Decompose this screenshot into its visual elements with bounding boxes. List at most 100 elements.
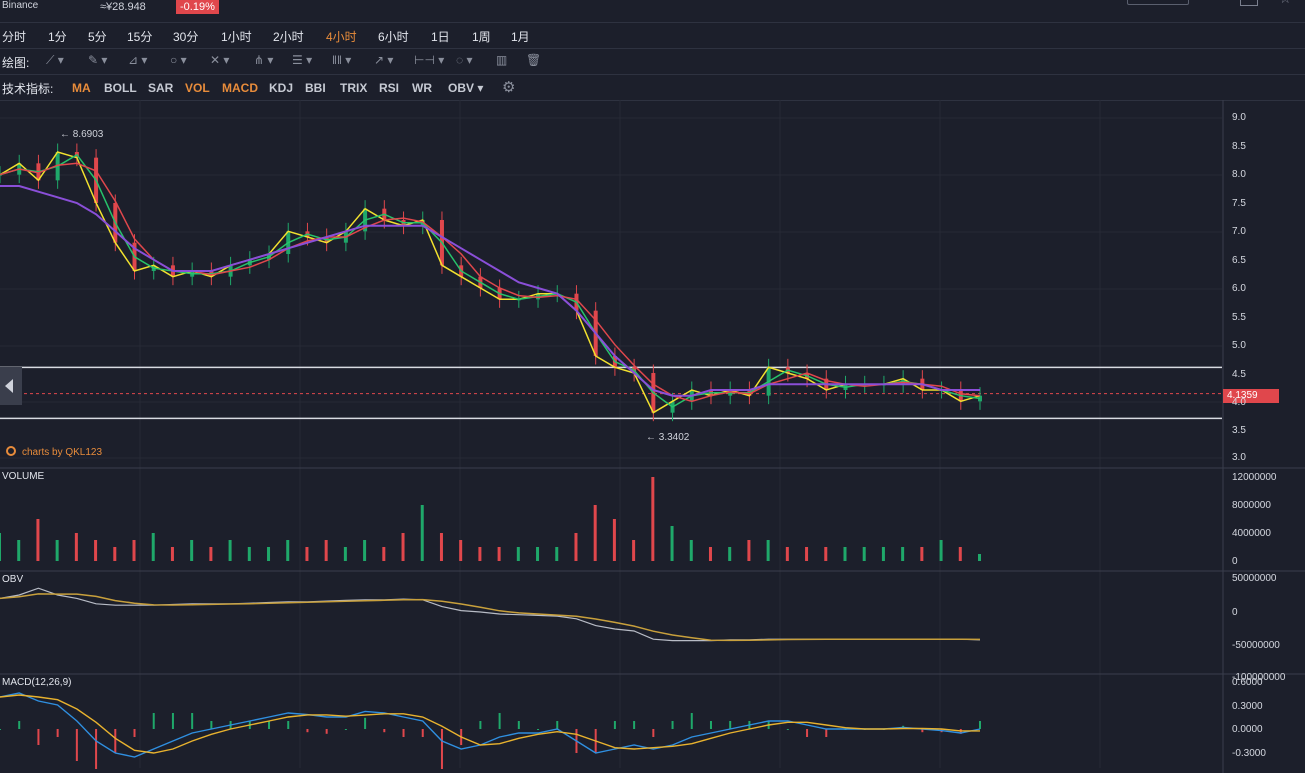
price-axis-label: 7.0 [1232, 226, 1246, 237]
pitchfork-tool-icon[interactable]: ⋔ ▾ [254, 53, 274, 67]
volume-bar [286, 540, 290, 561]
macd-axis-label: -0.3000 [1232, 748, 1266, 759]
obv-line [0, 587, 981, 642]
volume-bar [632, 540, 636, 561]
tab-timeframe-1[interactable]: 1分 [48, 30, 67, 44]
ma-slow-line [0, 162, 981, 403]
macd-histogram-bar [556, 721, 559, 729]
fib-tool-icon[interactable]: ☰ ▾ [292, 53, 313, 67]
tab-timeframe-2[interactable]: 5分 [88, 30, 107, 44]
macd-histogram-bar [690, 713, 693, 729]
tab-timeframe-5[interactable]: 1小时 [221, 30, 252, 44]
pen-tool-icon[interactable]: ✎ ▾ [88, 53, 108, 67]
fullscreen-icon[interactable] [1240, 0, 1258, 6]
volume-bar [17, 540, 21, 561]
tab-timeframe-4[interactable]: 30分 [173, 30, 199, 44]
volume-bar [939, 540, 943, 561]
indicator-trix[interactable]: TRIX [340, 81, 368, 95]
volume-bar [728, 547, 732, 561]
volume-bar [247, 547, 251, 561]
indicator-rsi[interactable]: RSI [379, 81, 400, 95]
volume-axis-label: 0 [1232, 556, 1238, 567]
tab-timeframe-3[interactable]: 15分 [127, 30, 153, 44]
macd-histogram-bar [0, 729, 1, 730]
macd-histogram-bar [479, 721, 482, 729]
volume-bar [190, 540, 194, 561]
star-icon[interactable]: ☆ [1279, 0, 1292, 7]
obv-axis-label: 50000000 [1232, 573, 1277, 584]
tab-timeframe-6[interactable]: 2小时 [273, 30, 304, 44]
tab-timeframe-9[interactable]: 1日 [431, 30, 450, 44]
tab-timeframe-7[interactable]: 4小时 [326, 30, 357, 44]
volume-bar [574, 533, 578, 561]
obv-ma-line [0, 593, 981, 642]
volume-bar [901, 547, 905, 561]
macd-histogram-bar [364, 717, 367, 729]
volume-title: VOLUME [2, 471, 45, 482]
tab-timeframe-8[interactable]: 6小时 [378, 30, 409, 44]
volume-bar [612, 519, 616, 561]
macd-histogram-bar [402, 729, 405, 737]
symbol-select[interactable] [1127, 0, 1189, 5]
circle-tool-icon[interactable]: ○ ▾ [170, 53, 187, 67]
volume-axis-label: 12000000 [1232, 472, 1277, 483]
indicator-boll[interactable]: BOLL [104, 81, 137, 95]
volume-bar [113, 547, 117, 561]
macd-histogram-bar [729, 721, 732, 729]
indicator-wr[interactable]: WR [412, 81, 432, 95]
indicator-obv[interactable]: OBV ▾ [448, 81, 484, 95]
volume-bar [209, 547, 213, 561]
change-badge: -0.19% [176, 0, 219, 14]
price-axis-label: 5.0 [1232, 340, 1246, 351]
ma-mid-line [0, 153, 981, 408]
high-annotation: ← 8.6903 [60, 129, 104, 140]
volume-bar [651, 477, 655, 561]
macd-histogram-bar [825, 729, 828, 737]
indicator-sar[interactable]: SAR [148, 81, 174, 95]
cross-tool-icon[interactable]: ✕ ▾ [210, 53, 230, 67]
macd-histogram-bar [287, 721, 290, 729]
volume-bar [363, 540, 367, 561]
price-axis-label: 8.5 [1232, 141, 1246, 152]
channel-tool-icon[interactable]: ‖‖ ▾ [332, 53, 352, 67]
volume-bar [151, 533, 155, 561]
collapse-left-icon[interactable] [0, 367, 22, 405]
volume-bar [862, 547, 866, 561]
ray-tool-icon[interactable]: ⊿ ▾ [128, 53, 148, 67]
volume-bar [132, 540, 136, 561]
macd-axis-label: 0.6000 [1232, 677, 1263, 688]
watermark-text: charts by QKL123 [22, 447, 103, 458]
text-tool-icon[interactable]: ◌ ▾ [456, 53, 473, 67]
volume-bar [843, 547, 847, 561]
indicator-kdj[interactable]: KDJ [269, 81, 294, 95]
indicator-ma[interactable]: MA [72, 81, 91, 95]
volume-bar [497, 547, 501, 561]
tab-timeframe-11[interactable]: 1月 [511, 30, 530, 44]
exchange-name: Binance [2, 0, 39, 11]
volume-bar [459, 540, 463, 561]
indicator-macd[interactable]: MACD [222, 81, 258, 95]
obv-axis-label: -100000000 [1232, 672, 1286, 683]
macd-histogram-bar [133, 729, 136, 737]
current-price-badge: 4.1359 [1223, 389, 1279, 403]
indicator-bbi[interactable]: BBI [305, 81, 326, 95]
macd-histogram-bar [517, 721, 520, 729]
measure-tool-icon[interactable]: ⊢⊣ ▾ [414, 53, 445, 67]
gear-icon[interactable]: ⚙ [502, 79, 516, 96]
tab-timeframe-10[interactable]: 1周 [472, 30, 491, 44]
trash-icon[interactable]: 🗑 [526, 53, 542, 67]
arrow-tool-icon[interactable]: ↗ ▾ [374, 53, 394, 67]
tab-timeframe-0[interactable]: 分时 [2, 30, 27, 44]
volume-bar [670, 526, 674, 561]
timeframe-bar: 分时 1分 5分 15分 30分 1小时 2小时 4小时 6小时 1日 1周 1月 [0, 23, 1305, 49]
volume-bar [516, 547, 520, 561]
price-axis-label: 9.0 [1232, 112, 1246, 123]
volume-bar [708, 547, 712, 561]
volume-bar [382, 547, 386, 561]
chart-icon[interactable]: ▥ [496, 53, 508, 67]
indicator-vol[interactable]: VOL [185, 81, 210, 95]
volume-bar [94, 540, 98, 561]
drawing-toolbar: 绘图: ⟋ ▾ ✎ ▾ ⊿ ▾ ○ ▾ ✕ ▾ ⋔ ▾ ☰ ▾ ‖‖ ▾ ↗ ▾… [0, 49, 1305, 75]
line-tool-icon[interactable]: ⟋ ▾ [46, 53, 64, 67]
